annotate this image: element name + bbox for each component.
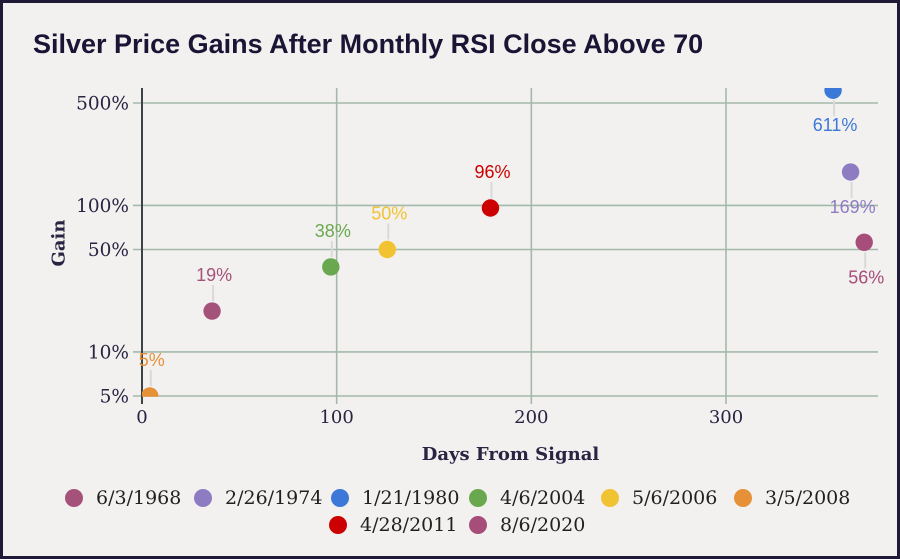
legend-item-1-21-1980[interactable]: 1/21/1980 (331, 487, 460, 509)
legend-swatch-icon (601, 489, 619, 507)
point-value-label: 38% (315, 221, 351, 241)
legend-item-4-28-2011[interactable]: 4/28/2011 (329, 514, 458, 536)
legend-swatch-icon (469, 516, 487, 534)
data-point-4-28-2011[interactable] (481, 199, 500, 217)
legend-item-5-6-2006[interactable]: 5/6/2006 (601, 487, 718, 509)
legend-label: 6/3/1968 (96, 487, 182, 509)
point-value-label: 19% (196, 265, 232, 285)
legend-label: 4/6/2004 (500, 487, 586, 509)
point-value-label: 611% (813, 115, 858, 135)
data-point-3-5-2008[interactable] (141, 387, 159, 404)
legend-swatch-icon (469, 489, 487, 507)
x-tick-label: 300 (709, 407, 743, 428)
legend-label: 1/21/1980 (362, 487, 460, 509)
y-tick-label: 5% (100, 387, 129, 408)
legend-swatch-icon (65, 489, 83, 507)
data-point-6-3-1968[interactable] (203, 302, 221, 320)
point-value-label: 56% (848, 267, 884, 287)
data-points-group (141, 82, 873, 404)
x-axis-title: Days From Signal (421, 444, 600, 465)
data-point-2-26-1974[interactable] (841, 163, 860, 181)
data-point-5-6-2006[interactable] (378, 240, 396, 259)
y-tick-label: 100% (76, 196, 129, 217)
legend-swatch-icon (194, 489, 212, 507)
legend-label: 4/28/2011 (360, 514, 458, 536)
x-tick-label: 200 (514, 407, 548, 428)
legend-swatch-icon (331, 489, 349, 507)
legend-swatch-icon (734, 489, 752, 507)
legend-label: 3/5/2008 (765, 487, 851, 509)
legend-item-8-6-2020[interactable]: 8/6/2020 (469, 514, 586, 536)
legend-swatch-icon (329, 516, 347, 534)
data-point-1-21-1980[interactable] (824, 82, 842, 99)
y-tick-label: 50% (88, 240, 129, 261)
data-point-4-6-2004[interactable] (322, 258, 340, 276)
x-tick-label: 0 (136, 407, 147, 428)
chart-title: Silver Price Gains After Monthly RSI Clo… (33, 29, 704, 59)
point-value-label: 5% (139, 350, 165, 370)
legend-item-3-5-2008[interactable]: 3/5/2008 (734, 487, 851, 509)
data-point-8-6-2020[interactable] (855, 233, 873, 251)
legend-label: 5/6/2006 (632, 487, 718, 509)
point-value-label: 50% (371, 204, 407, 224)
y-tick-label: 500% (76, 94, 129, 115)
legend-label: 8/6/2020 (500, 514, 586, 536)
y-tick-label: 10% (88, 342, 129, 363)
point-value-label: 96% (474, 162, 510, 182)
point-value-label: 169% (830, 197, 876, 217)
plot-area: 5% 10% 50% 100% 500% 0 100 200 300 19% 169% 611% 38%… (76, 82, 884, 428)
legend-item-6-3-1968[interactable]: 6/3/1968 (65, 487, 182, 509)
legend-item-2-26-1974[interactable]: 2/26/1974 (194, 487, 323, 509)
x-tick-label: 100 (319, 407, 353, 428)
legend-item-4-6-2004[interactable]: 4/6/2004 (469, 487, 586, 509)
legend-label: 2/26/1974 (225, 487, 323, 509)
